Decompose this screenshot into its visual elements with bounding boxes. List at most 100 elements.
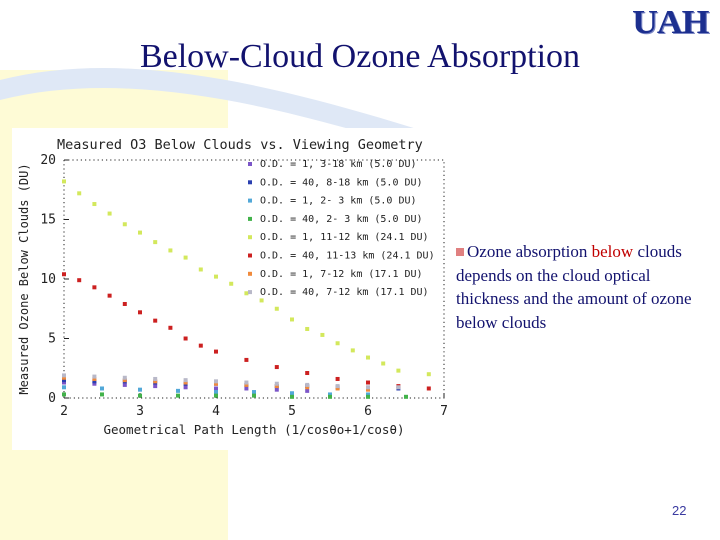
legend-marker [248, 235, 252, 240]
y-axis-label: Measured Ozone Below Clouds (DU) [17, 163, 31, 394]
data-point [335, 386, 340, 391]
legend-marker [248, 253, 252, 258]
data-point [366, 387, 370, 392]
data-point [107, 293, 112, 298]
x-tick-label: 5 [288, 404, 296, 419]
data-point [274, 384, 279, 389]
data-point [168, 325, 173, 330]
data-point [77, 278, 82, 283]
data-point [62, 373, 66, 378]
legend-entry: O.D. = 1, 7-12 km (17.1 DU) [260, 269, 423, 280]
data-point [320, 332, 325, 337]
data-point [62, 380, 66, 385]
data-point [244, 380, 249, 385]
bullet-point: Ozone absorption below clouds depends on… [456, 240, 706, 334]
data-point [122, 222, 127, 227]
background-swoosh [0, 68, 420, 150]
data-point [396, 368, 401, 373]
slide-title: Below-Cloud Ozone Absorption [0, 38, 720, 76]
data-point [214, 393, 218, 398]
ozone-scatter-chart: Measured O3 Below Clouds vs. Viewing Geo… [17, 137, 448, 437]
data-point [198, 267, 203, 272]
data-point [259, 298, 264, 303]
data-point [183, 255, 188, 260]
legend-marker [248, 271, 252, 276]
chart-title: Measured O3 Below Clouds vs. Viewing Geo… [57, 137, 423, 153]
legend-entry: O.D. = 40, 2- 3 km (5.0 DU) [260, 214, 423, 225]
x-axis-label: Geometrical Path Length (1/cosθo+1/cosθ) [103, 422, 404, 437]
data-point [366, 394, 370, 399]
slide-title-text: Below-Cloud Ozone Absorption [139, 38, 581, 75]
legend-marker [248, 216, 252, 221]
data-point [335, 341, 340, 346]
legend-entry: O.D. = 40, 11-13 km (24.1 DU) [260, 251, 435, 262]
data-point [366, 385, 370, 390]
data-point [305, 388, 310, 393]
legend-entry: O.D. = 40, 7-12 km (17.1 DU) [260, 287, 429, 298]
data-point [62, 179, 66, 184]
data-point [183, 336, 188, 341]
data-point [396, 385, 401, 390]
data-point [229, 281, 234, 286]
data-point [62, 375, 66, 380]
data-point [138, 387, 142, 392]
data-point [290, 317, 294, 322]
y-tick-label: 20 [40, 153, 56, 168]
data-point [244, 291, 249, 296]
data-point [62, 385, 66, 390]
data-point [252, 390, 256, 395]
data-point [381, 361, 386, 366]
data-point [92, 381, 97, 386]
data-point [328, 392, 332, 397]
legend-marker [248, 290, 252, 295]
data-point [122, 375, 127, 380]
data-point [274, 381, 279, 386]
data-point [252, 393, 256, 398]
data-point [244, 357, 249, 362]
data-point [62, 378, 66, 383]
data-point [153, 376, 158, 381]
y-tick-label: 10 [40, 272, 56, 287]
x-tick-label: 4 [212, 404, 220, 419]
y-tick-label: 0 [48, 391, 56, 406]
x-tick-label: 3 [136, 404, 144, 419]
data-point [366, 355, 370, 360]
data-point [214, 274, 218, 279]
data-point [366, 392, 370, 397]
y-tick-label: 15 [40, 213, 56, 228]
data-point [214, 381, 218, 386]
data-point [274, 365, 279, 370]
data-point [426, 386, 431, 391]
data-point [153, 240, 158, 245]
legend-entry: O.D. = 1, 2- 3 km (5.0 DU) [260, 196, 417, 207]
data-point [176, 388, 180, 393]
legend-entry: O.D. = 40, 8-18 km (5.0 DU) [260, 177, 423, 188]
data-point [183, 380, 188, 385]
data-point [335, 384, 340, 389]
data-point [122, 382, 127, 387]
data-point [274, 306, 279, 311]
data-point [274, 387, 279, 392]
data-point [366, 380, 370, 385]
legend-marker [248, 162, 252, 166]
data-point [138, 393, 142, 398]
uah-logo: UAH [632, 4, 709, 41]
data-point [62, 272, 66, 277]
bullet-square-icon [456, 248, 464, 256]
data-point [100, 386, 104, 391]
data-point [305, 385, 310, 390]
data-point [214, 349, 218, 354]
data-point [92, 376, 97, 381]
data-point [92, 202, 97, 207]
data-point [404, 394, 408, 399]
data-point [214, 386, 218, 391]
data-point [244, 386, 249, 391]
data-point [107, 211, 112, 216]
data-point [153, 379, 158, 384]
data-point [328, 394, 332, 399]
data-point [244, 382, 249, 387]
data-point [290, 394, 294, 399]
data-point [335, 376, 340, 381]
data-point [214, 390, 218, 395]
bullet-text-part1: Ozone absorption [467, 242, 592, 261]
